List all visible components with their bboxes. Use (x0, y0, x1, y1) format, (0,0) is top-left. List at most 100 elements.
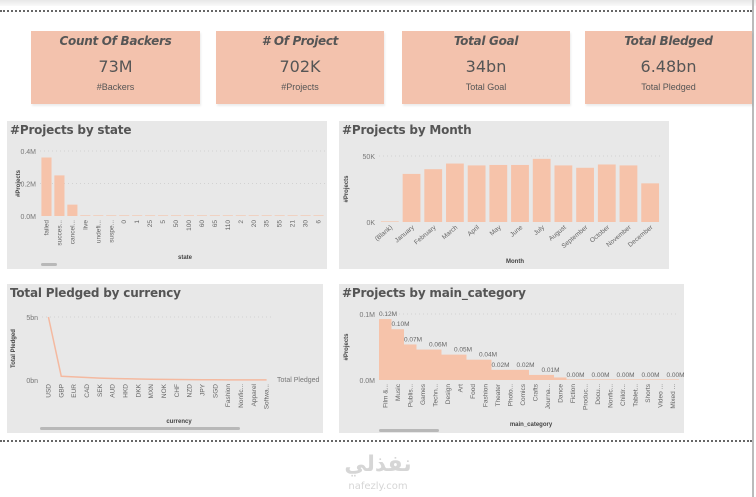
chart-title: #Projects by state (10, 123, 132, 137)
x-axis-title: main_category (510, 422, 553, 428)
y-tick-label: 0.0M (20, 214, 36, 221)
y-axis-title: #Projects (344, 333, 350, 361)
bar-crafts (529, 374, 542, 380)
y-tick-label: 0.0M (359, 378, 375, 385)
bar-6 (313, 215, 324, 216)
x-tick-label: Games (420, 383, 427, 405)
chart-projects-by-state[interactable]: 0.0M 0.2M 0.4M #Projects state failed succes..… (7, 121, 327, 269)
bar-25 (145, 215, 156, 216)
x-tick-label: USD (45, 384, 52, 398)
bar-20 (248, 215, 259, 216)
bar-december (641, 183, 660, 222)
kpi-card-total-goal[interactable]: Total Goal 34bn Total Goal (402, 31, 570, 104)
chart-projects-by-month[interactable]: 0K 50K #Projects Month (Blank) January Februar… (339, 121, 669, 269)
kpi-subtitle: #Backers (96, 82, 135, 92)
bar-food (466, 359, 479, 380)
x-tick-label: Dance (557, 384, 564, 403)
bar-march (446, 163, 464, 222)
x-tick-label: NOK (161, 383, 168, 398)
bar-2 (235, 215, 246, 216)
x-tick-label: Shorts (645, 383, 652, 403)
data-label: 0.00M (667, 372, 685, 379)
kpi-card-total-pledged[interactable]: Total Bledged 6.48bn Total Pledged (585, 31, 752, 104)
x-axis-title: currency (166, 419, 192, 425)
y-tick-label: 0.2M (20, 182, 36, 189)
top-bar (0, 0, 756, 6)
x-tick-label: Journa... (545, 384, 552, 409)
x-tick-label: CAD (84, 384, 91, 398)
bar-21 (287, 215, 298, 216)
data-label: 0.12M (379, 311, 397, 318)
chart-projects-by-main-category[interactable]: 0.0M 0.1M #Projects main_category Film &... 0… (339, 284, 684, 433)
bottom-divider (0, 440, 752, 442)
x-tick-label: undefi... (95, 220, 102, 243)
bar-100 (183, 215, 195, 216)
y-tick-label: 50K (363, 154, 376, 161)
x-tick-label: December (627, 224, 655, 249)
x-tick-label: Nonfic... (238, 384, 245, 408)
x-tick-label: 5 (160, 220, 167, 224)
x-tick-label: Produc... (582, 384, 589, 410)
y-tick-label: 0.1M (359, 312, 375, 319)
kpi-card-backers[interactable]: Count Of Backers 73M #Backers (31, 31, 200, 104)
x-tick-label: failed (43, 220, 50, 236)
chart-total-pledged-by-currency[interactable]: 0bn 5bn Total Pledged currency USD GBP EUR CAD S… (7, 284, 323, 433)
x-tick-label: Video ... (657, 384, 664, 408)
bar-shorts (641, 379, 654, 380)
x-axis-title: state (178, 255, 193, 261)
horizontal-scrollbar (41, 263, 57, 266)
x-tick-label: Softwa... (264, 384, 271, 409)
bar-july (532, 158, 551, 222)
x-tick-label: 2 (238, 220, 245, 224)
x-tick-label: DKK (135, 383, 142, 397)
x-tick-label: Apparel (251, 383, 258, 406)
x-tick-label: Art (457, 384, 464, 393)
bar-october (597, 164, 616, 222)
bar-suspe (106, 215, 117, 216)
x-tick-label: live (82, 220, 89, 230)
kpi-value: 73M (98, 57, 133, 76)
x-tick-label: CHF (174, 384, 181, 397)
x-tick-label: 1 (134, 220, 141, 224)
y-axis-title: #Projects (16, 169, 22, 197)
x-tick-label: Docu... (595, 384, 602, 405)
x-tick-label: July (533, 224, 547, 237)
x-tick-label: 35 (264, 220, 271, 228)
x-tick-label: March (441, 224, 460, 241)
data-label: 0.00M (617, 372, 635, 379)
x-tick-label: Fashion (225, 384, 232, 408)
kpi-title: Total Goal (453, 34, 519, 48)
x-tick-label: JPY (199, 383, 206, 396)
x-tick-label: 100 (186, 220, 193, 231)
kpi-title: Total Bledged (624, 34, 713, 48)
bar-video (654, 379, 667, 380)
bar-blank (380, 221, 399, 222)
data-label: 0.04M (479, 352, 497, 359)
data-label: 0.01M (542, 367, 560, 374)
bar-produc (579, 379, 592, 380)
x-tick-label: Crafts (532, 383, 539, 401)
bar-failed (41, 157, 52, 216)
bar-february (424, 169, 443, 222)
data-label: 0.00M (592, 372, 610, 379)
bar-nonfic (604, 379, 617, 380)
kpi-card-projects[interactable]: # Of Project 702K #Projects (216, 31, 384, 104)
x-tick-label: 60 (199, 220, 206, 228)
bar-tablet (629, 379, 642, 380)
y-axis-title: Total Pledged (11, 329, 17, 368)
y-tick-label: 0.4M (20, 149, 36, 156)
y-tick-label: 5bn (26, 315, 38, 322)
x-tick-label: 21 (290, 220, 297, 228)
x-tick-label: HKD (122, 384, 129, 398)
x-tick-label: cancel... (69, 220, 76, 244)
data-label: 0.00M (567, 372, 585, 379)
horizontal-scrollbar (40, 427, 240, 430)
data-label: 0.02M (517, 362, 535, 369)
x-tick-label: suspe... (108, 220, 115, 243)
x-tick-label: Techn... (432, 384, 439, 407)
kpi-value: 6.48bn (640, 57, 697, 76)
x-tick-label: 25 (147, 220, 154, 228)
x-tick-label: Film &... (382, 384, 389, 408)
bar-january (402, 173, 421, 222)
